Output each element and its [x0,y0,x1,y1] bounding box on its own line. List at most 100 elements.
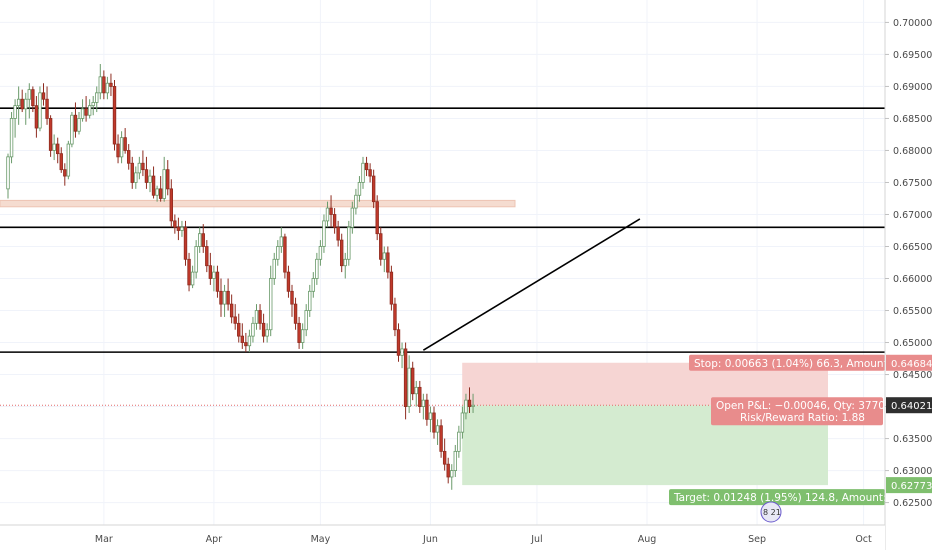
candle-body [205,246,209,267]
candle-body [329,207,333,215]
candle-body [386,252,390,273]
candle-body [268,278,273,331]
candle-body [105,82,110,94]
candle-body [56,143,60,155]
candle-body [414,386,418,395]
stop-label-box [689,354,885,371]
candle-body [148,175,152,183]
candle-body [403,348,408,407]
candle-body [169,188,173,222]
x-tick-label: Apr [206,534,223,545]
x-tick-label: Aug [638,534,657,545]
candle-body [450,470,454,478]
y-tick-label: 0.63500 [893,434,932,445]
candle-body [315,258,319,279]
x-axis-background [0,525,885,550]
y-tick-label: 0.70000 [893,18,932,29]
candle-body [347,226,351,260]
candle-body [70,114,74,145]
candle-body [194,246,198,273]
candle-body [240,335,244,343]
y-tick-label: 0.66500 [893,242,932,253]
candle-body [98,76,102,94]
candle-body [425,399,429,420]
event-badge-icon [760,501,782,523]
candle-body [336,226,340,241]
candle-body [173,220,177,228]
candle-body [229,303,234,318]
y-tick-label: 0.69500 [893,50,932,61]
candle-body [375,201,379,235]
candle-body [311,278,315,292]
y-tick-label: 0.65500 [893,306,932,317]
candle-body [379,233,383,260]
candle-body [254,310,259,324]
candle-body [6,156,10,190]
candle-body [258,310,262,324]
event-badge-label: 8 21 [763,508,781,517]
candle-body [9,118,14,158]
candle-body [34,105,39,129]
candle-body [45,98,49,119]
candle-body [16,98,21,107]
candle-body [357,182,362,196]
zone-layer [0,199,516,208]
stop-price-tag: 0.64684 [891,359,932,370]
y-tick-label: 0.64500 [893,370,932,381]
levels-layer[interactable] [0,107,885,353]
candle-body [27,89,31,100]
rr-label: Risk/Reward Ratio: 1.88 [740,412,865,424]
target-label: Target: 0.01248 (1.95%) 124.8, Amount: 1 [673,492,897,504]
candle-body [119,137,124,158]
candle-body [91,102,95,107]
candle-body [155,188,159,196]
last-price-tag-box [886,397,932,414]
candle-body [283,236,287,273]
candle-body [460,412,465,433]
candle-body [308,290,312,311]
trend-line [422,218,641,351]
candle-body [190,271,195,286]
candle-body [361,162,365,183]
candle-body [325,207,330,222]
candle-body [247,335,252,347]
candle-body [109,82,113,87]
candle-body [77,118,81,132]
pnl-label: Open P&L: −0.00046, Qty: 37707 [716,400,892,412]
candle-body [371,175,376,203]
x-tick-label: Jul [530,534,542,545]
candle-body [48,118,53,151]
target-price-tag-box [886,477,932,494]
candle-body [464,399,468,414]
candle-body [418,386,422,407]
candle-body [73,114,78,132]
candle-body [197,233,202,247]
candle-body [215,271,220,292]
candle-body [471,404,475,407]
y-tick-label: 0.65000 [893,338,932,349]
candle-body [13,105,17,119]
candle-body [322,220,326,247]
y-tick-label: 0.62500 [893,498,932,509]
candle-body [219,290,223,305]
candle-body [59,153,63,171]
y-axis[interactable]: 0.70000 0.69500 0.69000 0.68500 0.68000 0.675… [884,0,932,550]
candle-body [272,258,276,279]
candle-body [279,236,284,247]
last-price-tag: 0.64021 [891,401,932,412]
y-tick-label: 0.63000 [893,466,932,477]
candle-body [297,322,301,343]
candle-body [212,271,216,279]
grid-layer [0,0,885,525]
candle-body [208,265,213,279]
candle-body [389,271,394,305]
candle-body [201,233,205,247]
x-axis[interactable]: Mar Apr May Jun Jul Aug Sep Oct [0,524,885,550]
y-tick-label: 0.66000 [893,274,932,285]
candle-body [162,169,166,199]
candle-body [304,310,308,331]
resistance-zone [0,199,516,208]
candle-body [446,463,450,478]
stop-label: Stop: 0.00663 (1.04%) 66.3, Amount: 7 [694,358,901,370]
